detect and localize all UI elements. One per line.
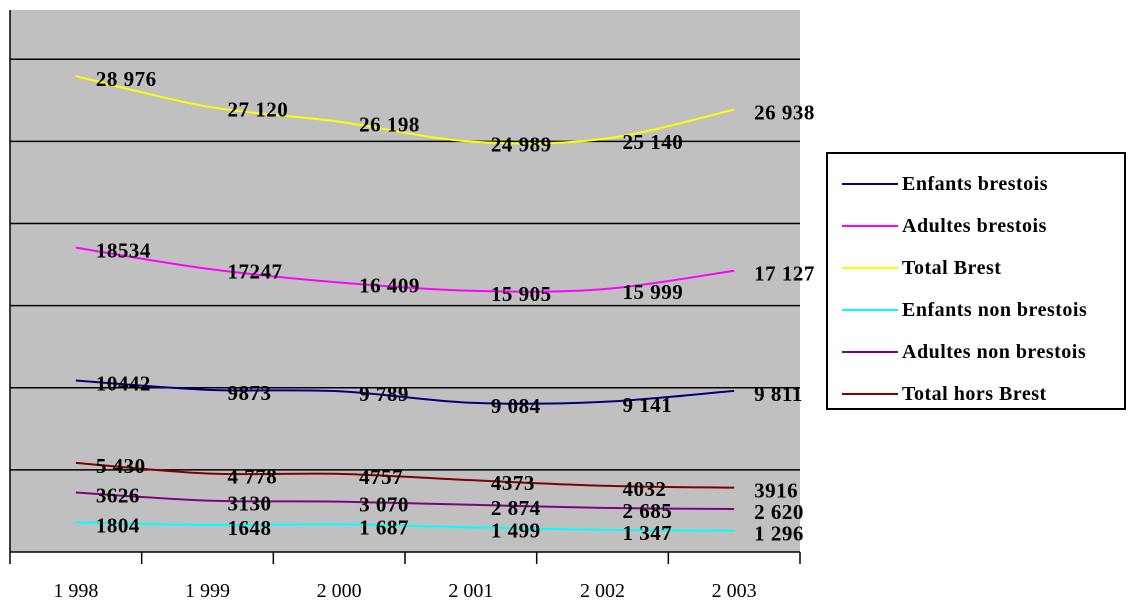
x-tick-label: 2 000: [317, 580, 362, 602]
legend-label: Enfants brestois: [902, 172, 1048, 195]
data-label: 9 811: [754, 382, 803, 406]
legend-label: Adultes non brestois: [902, 340, 1087, 363]
data-label: 18534: [96, 239, 151, 263]
legend-item: Total Brest: [828, 246, 1001, 290]
data-label: 24 989: [491, 133, 552, 157]
data-label: 28 976: [96, 67, 157, 91]
data-label: 16 409: [359, 273, 420, 297]
legend-item: Enfants non brestois: [828, 288, 1087, 332]
legend-label: Total hors Brest: [902, 382, 1047, 405]
legend-label: Adultes brestois: [902, 214, 1047, 237]
data-label: 2 685: [623, 499, 673, 523]
x-axis-tick-labels: 1 998 1 999 2 000 2 001 2 002 2 003: [53, 580, 756, 602]
data-label: 1 296: [754, 522, 804, 546]
series-lines: [75, 75, 735, 532]
data-label: 3130: [228, 492, 272, 516]
data-label: 3626: [96, 483, 140, 507]
x-tick-label: 1 999: [185, 580, 230, 602]
data-label: 15 905: [491, 282, 552, 306]
data-label: 17 127: [754, 262, 815, 286]
gridlines: [10, 58, 800, 471]
data-label: 15 999: [623, 280, 684, 304]
x-tick-label: 1 998: [53, 580, 98, 602]
legend-swatch: [842, 393, 898, 395]
x-tick-label: 2 003: [712, 580, 757, 602]
legend-swatch: [842, 225, 898, 227]
legend: Enfants brestois Adultes brestois Total Br…: [826, 152, 1126, 410]
data-label: 9873: [228, 381, 272, 405]
data-label: 4373: [491, 471, 535, 495]
data-label: 25 140: [623, 130, 684, 154]
data-label: 1804: [96, 513, 140, 537]
legend-item: Adultes brestois: [828, 204, 1047, 248]
data-label: 2 874: [491, 496, 541, 520]
data-label: 26 938: [754, 101, 815, 125]
data-label: 26 198: [359, 113, 420, 137]
data-label: 1 347: [623, 521, 673, 545]
legend-item: Enfants brestois: [828, 162, 1048, 206]
legend-item: Total hors Brest: [828, 372, 1047, 416]
legend-swatch: [842, 351, 898, 353]
series-line: [75, 246, 735, 293]
data-label: 9 141: [623, 393, 673, 417]
data-label: 27 120: [228, 98, 289, 122]
data-label: 9 789: [359, 382, 409, 406]
data-label: 4757: [359, 465, 403, 489]
axes: [9, 10, 801, 564]
x-tick-label: 2 001: [448, 580, 493, 602]
x-tick-label: 2 002: [580, 580, 625, 602]
data-label: 10442: [96, 371, 151, 395]
data-label: 3916: [754, 479, 798, 503]
legend-item: Adultes non brestois: [828, 330, 1086, 374]
data-label: 1 687: [359, 515, 409, 539]
legend-swatch: [842, 309, 898, 311]
data-label: 4032: [623, 477, 667, 501]
data-label: 2 620: [754, 500, 804, 524]
data-label: 1 499: [491, 518, 541, 542]
legend-label: Total Brest: [902, 256, 1002, 279]
series-line: [75, 75, 735, 145]
data-label: 9 084: [491, 394, 541, 418]
legend-swatch: [842, 183, 898, 185]
series-line: [75, 521, 735, 532]
series-line: [75, 461, 735, 489]
legend-label: Enfants non brestois: [902, 298, 1088, 321]
data-label: 5 430: [96, 454, 146, 478]
legend-swatch: [842, 267, 898, 269]
data-label: 17247: [228, 260, 283, 284]
data-label: 3 070: [359, 493, 409, 517]
data-label: 1648: [228, 516, 272, 540]
data-labels: 10442 9873 9 789 9 084 9 141 9 811 18534 17247 1…: [96, 67, 815, 546]
data-label: 4 778: [228, 465, 278, 489]
series-line: [75, 379, 735, 405]
series-line: [75, 491, 735, 510]
